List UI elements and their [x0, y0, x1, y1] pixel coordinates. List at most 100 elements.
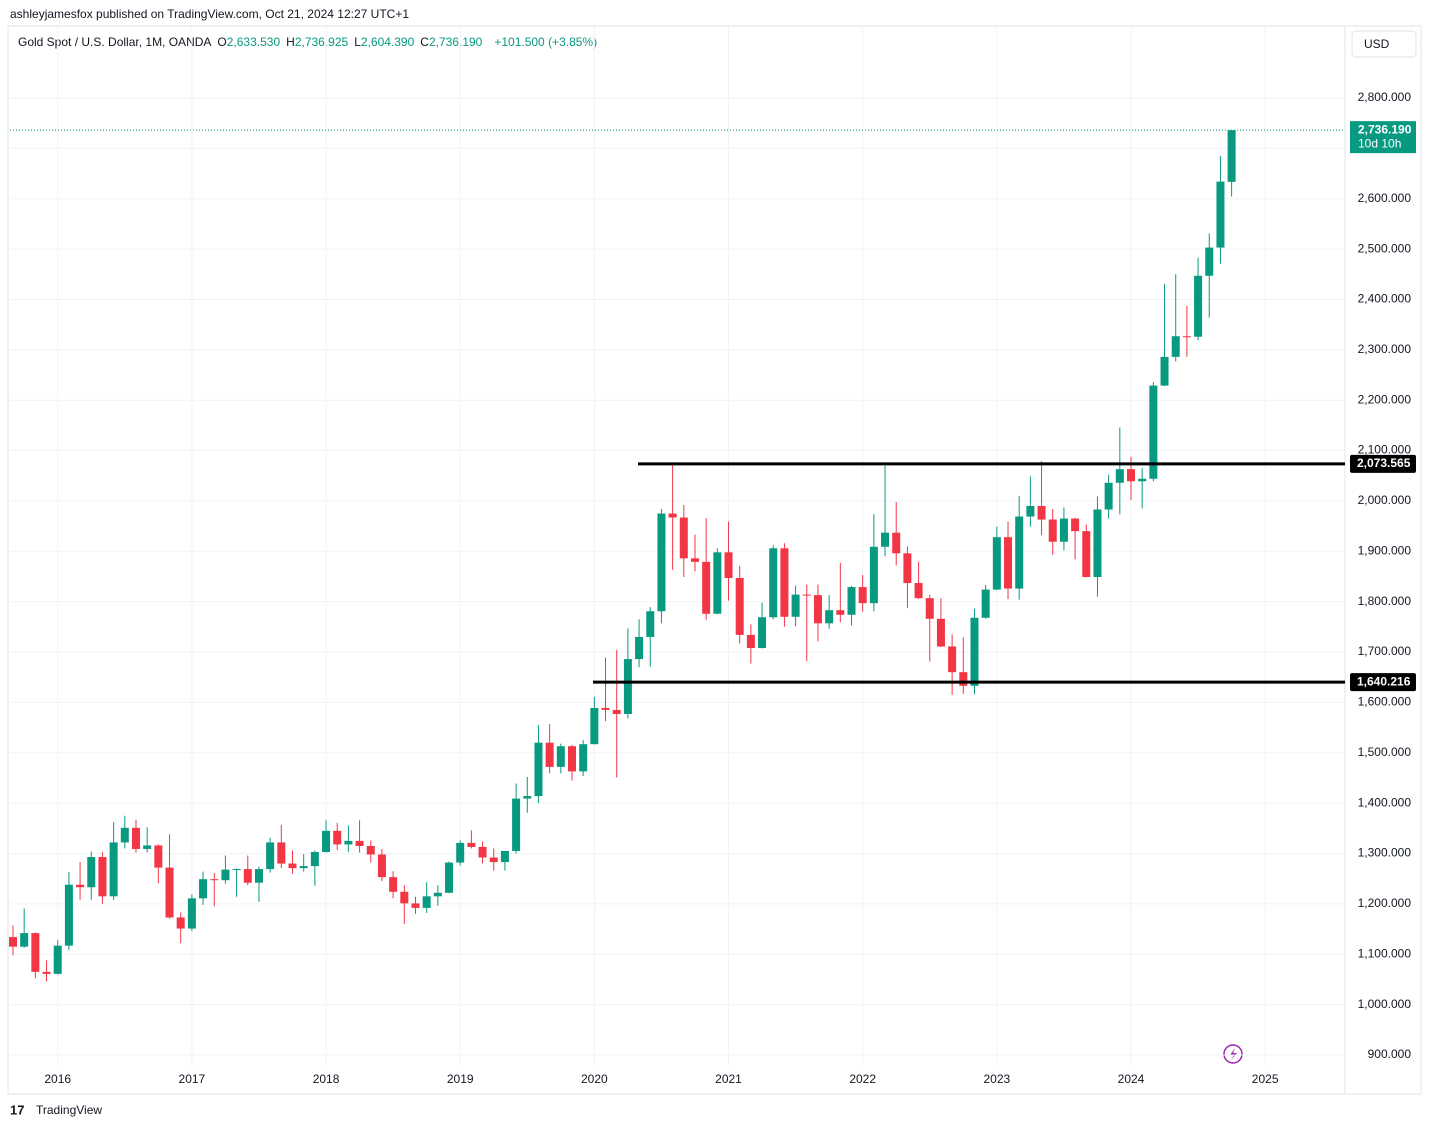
- body: [668, 513, 677, 518]
- x-tick-label: 2021: [715, 1072, 742, 1086]
- countdown: 10d 10h: [1358, 136, 1401, 150]
- candle: [914, 561, 923, 600]
- body: [690, 558, 699, 562]
- y-tick-label: 2,600.000: [1358, 191, 1412, 205]
- candle: [489, 848, 498, 871]
- candle: [467, 830, 476, 849]
- body: [914, 583, 923, 599]
- ohlc-key: O: [217, 35, 227, 49]
- body: [802, 594, 811, 596]
- candle: [1115, 427, 1124, 515]
- body: [210, 879, 219, 881]
- x-tick-label: 2019: [447, 1072, 474, 1086]
- candle: [1093, 496, 1102, 597]
- candle: [1216, 155, 1225, 264]
- body: [31, 933, 40, 972]
- ohlc-value: 2,604.390: [360, 35, 415, 49]
- body: [512, 798, 521, 851]
- candle: [456, 840, 465, 866]
- body: [523, 796, 532, 799]
- body: [377, 854, 386, 878]
- body: [1037, 505, 1046, 520]
- candle: [187, 894, 196, 932]
- body: [735, 577, 744, 635]
- candle: [221, 855, 230, 884]
- candle: [1149, 382, 1158, 482]
- candle: [333, 822, 342, 850]
- legend: Gold Spot / U.S. Dollar, 1M, OANDA O2,633…: [18, 35, 603, 49]
- y-tick-label: 900.000: [1368, 1047, 1412, 1061]
- candle: [210, 873, 219, 907]
- currency-button[interactable]: [1351, 30, 1417, 58]
- body: [445, 862, 454, 893]
- candle: [601, 657, 610, 722]
- body: [333, 830, 342, 845]
- candle: [959, 637, 968, 694]
- candle: [556, 743, 565, 774]
- level-box: [1350, 673, 1416, 692]
- body: [903, 553, 912, 584]
- body: [858, 587, 867, 604]
- body: [500, 850, 509, 863]
- body: [1071, 518, 1080, 532]
- y-tick-label: 2,200.000: [1358, 392, 1412, 406]
- frame: [7, 25, 1422, 1095]
- candle: [31, 932, 40, 979]
- body: [925, 598, 934, 619]
- event-icon[interactable]: [1223, 1044, 1243, 1064]
- y-tick-label: 2,300.000: [1358, 342, 1412, 356]
- candle: [500, 850, 509, 871]
- candle: [243, 855, 252, 886]
- y-tick-label: 1,000.000: [1358, 997, 1412, 1011]
- y-tick-label: 2,100.000: [1358, 443, 1412, 457]
- body: [20, 933, 29, 947]
- candle: [1037, 461, 1046, 536]
- body: [288, 863, 297, 869]
- event-bolt: [1230, 1048, 1237, 1060]
- y-tick-label: 1,900.000: [1358, 543, 1412, 557]
- body: [9, 937, 17, 947]
- candle: [64, 872, 73, 951]
- candle: [310, 850, 319, 886]
- candle: [992, 526, 1001, 591]
- body: [657, 513, 666, 612]
- body: [478, 846, 487, 858]
- currency[interactable]: USD: [1364, 37, 1390, 51]
- candle: [109, 822, 118, 900]
- y-tick-label: 1,800.000: [1358, 594, 1412, 608]
- body: [992, 537, 1001, 590]
- ohlc-value: 2,633.530: [226, 35, 281, 49]
- candle: [87, 851, 96, 900]
- x-tick-label: 2018: [313, 1072, 340, 1086]
- body: [601, 707, 610, 710]
- body: [579, 744, 588, 772]
- publisher: ashleyjamesfox published on TradingView.…: [10, 7, 410, 21]
- body: [154, 845, 163, 868]
- candle: [512, 783, 521, 854]
- body: [892, 532, 901, 554]
- body: [1048, 519, 1057, 542]
- candle: [232, 868, 241, 897]
- body: [64, 884, 73, 946]
- candle: [1082, 524, 1091, 578]
- x-tick-label: 2025: [1252, 1072, 1279, 1086]
- grid: [10, 26, 1345, 1066]
- x-tick-label: 2023: [983, 1072, 1010, 1086]
- body: [254, 869, 263, 883]
- body: [310, 851, 319, 867]
- body: [456, 842, 465, 863]
- body: [1160, 356, 1169, 386]
- candle: [948, 634, 957, 695]
- body: [1115, 469, 1124, 483]
- body: [612, 709, 621, 714]
- candle: [746, 624, 755, 664]
- body: [98, 857, 107, 897]
- body: [42, 971, 51, 974]
- level-label: 1,640.216: [1357, 674, 1411, 688]
- candle: [120, 815, 129, 849]
- body: [1171, 336, 1180, 357]
- x-tick-label: 2022: [849, 1072, 876, 1086]
- body: [322, 830, 331, 852]
- body: [791, 594, 800, 617]
